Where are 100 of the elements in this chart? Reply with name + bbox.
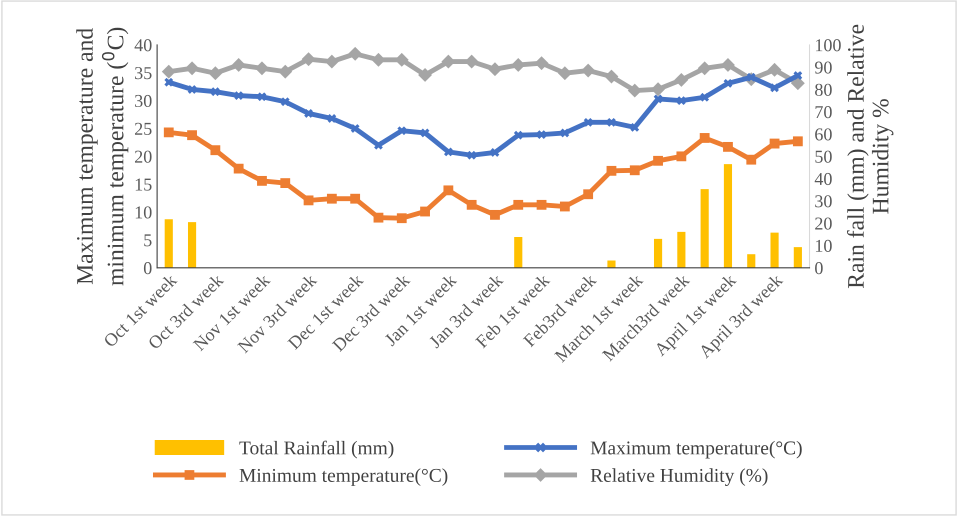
bar [770,232,779,268]
point [350,194,360,204]
point [584,118,593,127]
point [258,92,266,102]
legend-label: Total Rainfall (mm) [239,440,394,458]
point [234,91,244,100]
bar [164,219,173,268]
point [210,145,220,156]
point [278,64,292,79]
point [514,130,523,140]
point [488,62,502,76]
point [255,61,269,76]
point [653,156,663,166]
point [793,71,802,80]
y2-tick-label: 20 [815,217,832,230]
point [162,64,176,79]
y2-axis-title: Rain fall (mm) and Relative Humidity % [847,24,894,288]
bar [747,254,756,268]
point [698,61,712,76]
point [792,136,803,146]
y2-tick-label: 10 [816,240,832,252]
point [534,56,549,70]
point [721,58,735,72]
point [790,76,805,90]
y-tick-label: 20 [134,150,152,163]
point [511,58,526,72]
point [651,82,666,96]
point [630,165,640,176]
point [185,61,200,76]
bar [794,247,802,268]
bar [654,238,662,268]
point [374,140,383,150]
point [537,130,546,140]
point [372,52,386,67]
point [257,176,267,186]
point [490,148,500,157]
point [490,210,500,220]
bar [700,189,709,268]
point [326,194,337,204]
point [188,85,196,94]
point [466,200,477,210]
y2-tick-label: 30 [815,195,832,208]
point [606,166,616,176]
point [443,185,454,196]
point [558,66,572,80]
point [676,96,686,106]
point [324,54,339,69]
legend-label: Maximum temperature(°C) [590,440,802,458]
legend-label: Relative Humidity (%) [590,468,768,486]
y2-tick-label: 100 [816,39,841,52]
y-tick-label: 30 [135,94,152,108]
y2-tick-label: 90 [814,61,832,74]
y2-tick-label: 60 [815,128,832,140]
point [628,84,642,98]
y-tick-label: 10 [136,206,152,219]
point [374,212,384,223]
point [607,118,616,127]
point [280,178,290,188]
point [187,130,197,140]
point [208,66,222,80]
point [560,128,570,138]
point [350,124,360,133]
y2-tick-label: 70 [816,106,832,118]
point [724,78,732,88]
bar [514,237,522,268]
point [348,46,362,61]
point [654,94,662,104]
bar [724,164,732,268]
y2-tick-label: 80 [815,84,832,96]
y-tick-label: 0 [144,262,152,274]
point [164,127,174,138]
point [674,72,688,87]
point [396,213,407,224]
y-tick-label: 25 [134,122,152,135]
legend-label: Minimum temperature(°C) [240,468,448,486]
point [467,150,476,160]
y2-tick-label: 40 [814,172,832,186]
point [164,78,174,87]
point [234,164,244,174]
y-tick-label: 5 [144,234,152,246]
point [210,87,220,96]
y-axis-title: Maximum temperature and minimum temperature ($^{0}$C) [76,28,128,286]
y-tick-label: 40 [134,39,152,52]
point [304,109,313,118]
y-tick-label: 35 [135,67,152,80]
point [444,148,453,156]
point [700,133,710,143]
point [560,202,570,212]
point [700,92,710,102]
point [304,195,314,206]
y2-tick-label: 50 [815,150,832,163]
point [604,70,618,84]
point [420,206,430,216]
bar [677,232,686,268]
point [302,52,316,66]
point [746,154,756,165]
point [723,142,733,152]
point [581,64,596,78]
point [232,58,246,72]
point [397,126,406,136]
